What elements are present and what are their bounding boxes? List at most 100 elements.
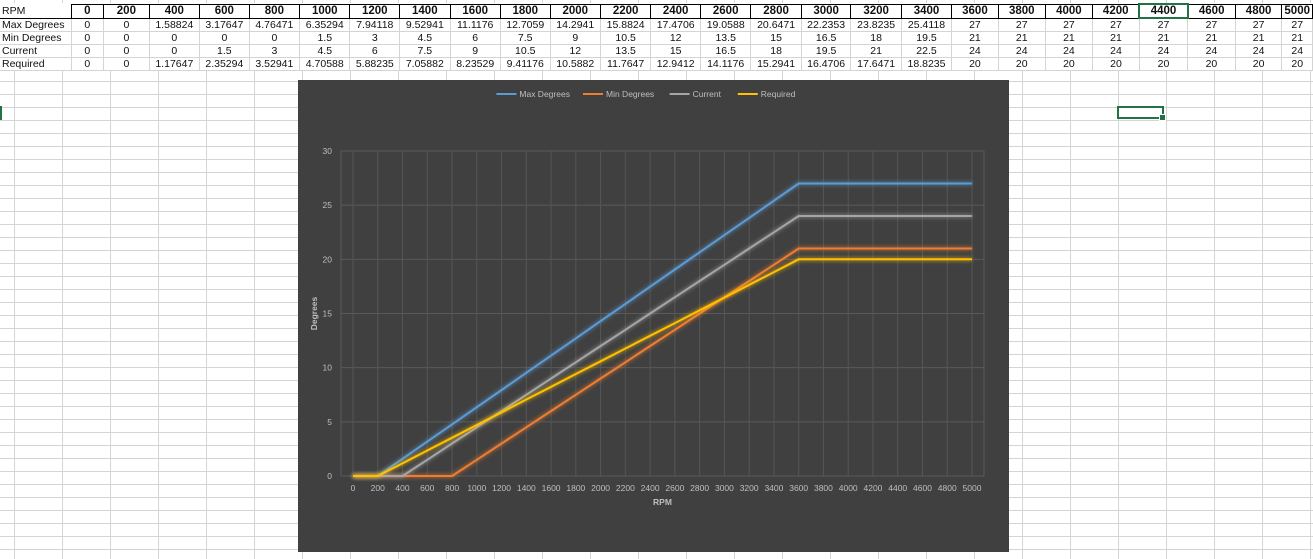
data-cell[interactable]: 27 [1187,18,1236,32]
data-cell[interactable]: 0 [71,44,105,58]
data-cell[interactable]: 13.5 [600,44,652,58]
data-cell[interactable]: 6.35294 [299,18,351,32]
data-cell[interactable]: 3 [249,44,301,58]
data-cell[interactable]: 0 [71,31,105,45]
data-cell[interactable]: 0 [149,44,201,58]
data-cell[interactable]: 24 [1092,44,1140,58]
data-cell[interactable]: 12 [550,44,601,58]
data-cell[interactable]: 9.41176 [500,57,551,71]
data-cell[interactable]: 27 [1045,18,1094,32]
data-cell[interactable]: 21 [1235,31,1283,45]
data-cell[interactable]: 10.5 [600,31,652,45]
data-cell[interactable]: 3.17647 [199,18,250,32]
data-cell[interactable]: 23.8235 [850,18,902,32]
header-cell[interactable]: 2800 [750,3,802,19]
data-cell[interactable]: 0 [103,57,150,71]
header-cell[interactable]: 4000 [1044,3,1094,19]
header-cell[interactable]: 200 [103,3,150,19]
data-cell[interactable]: 21 [1187,31,1236,45]
header-cell[interactable]: 5000 [1281,3,1313,19]
data-cell[interactable]: 22.2353 [801,18,852,32]
header-cell[interactable]: 1400 [399,3,451,19]
header-cell[interactable]: 3000 [800,3,852,19]
header-cell[interactable]: 3200 [850,3,902,19]
data-cell[interactable]: 18.8235 [901,57,953,71]
data-cell[interactable]: 24 [1045,44,1094,58]
selected-cell[interactable] [1117,106,1166,121]
data-cell[interactable]: 9 [550,31,601,45]
data-cell[interactable]: 11.7647 [600,57,652,71]
data-cell[interactable]: 0 [71,57,105,71]
data-cell[interactable]: 0 [71,18,105,32]
data-cell[interactable]: 3.52941 [249,57,301,71]
header-cell[interactable]: 2200 [599,3,652,19]
data-cell[interactable]: 24 [1281,44,1313,58]
row-label[interactable]: Current [0,44,72,58]
data-cell[interactable]: 21 [1045,31,1094,45]
data-cell[interactable]: 7.94118 [349,18,401,32]
data-cell[interactable]: 1.5 [199,44,250,58]
data-cell[interactable]: 19.0588 [700,18,752,32]
data-cell[interactable]: 18 [850,31,902,45]
data-cell[interactable]: 10.5882 [550,57,601,71]
data-cell[interactable]: 24 [1187,44,1236,58]
data-cell[interactable]: 4.5 [399,31,451,45]
data-cell[interactable]: 20 [951,57,999,71]
data-cell[interactable]: 0 [249,31,301,45]
data-cell[interactable]: 1.5 [299,31,351,45]
row-label[interactable]: RPM [0,4,72,19]
header-cell[interactable]: 4200 [1092,3,1140,19]
data-cell[interactable]: 15 [650,44,701,58]
data-cell[interactable]: 27 [998,18,1046,32]
header-cell[interactable]: 4400 [1138,3,1189,19]
data-cell[interactable]: 16.5 [801,31,852,45]
data-cell[interactable]: 27 [1139,18,1189,32]
header-cell[interactable]: 1200 [349,3,401,19]
data-cell[interactable]: 11.1176 [450,18,501,32]
data-cell[interactable]: 19.5 [801,44,852,58]
header-cell[interactable]: 600 [199,3,250,19]
line-chart[interactable]: 0 5 10 15 20 25 30 0 200 400 600 800 1000 1200 1400 160… [298,80,1009,552]
header-cell[interactable]: 1800 [499,3,551,19]
row-label[interactable]: Required [0,57,72,71]
data-cell[interactable]: 3 [349,31,401,45]
data-cell[interactable]: 18 [750,44,802,58]
data-cell[interactable]: 20 [1092,57,1140,71]
data-cell[interactable]: 1.58824 [149,18,201,32]
header-cell[interactable]: 0 [70,3,105,19]
data-cell[interactable]: 0 [103,18,150,32]
data-cell[interactable]: 16.5 [700,44,752,58]
data-cell[interactable]: 6 [349,44,401,58]
data-cell[interactable]: 14.1176 [700,57,752,71]
data-cell[interactable]: 25.4118 [901,18,953,32]
data-cell[interactable]: 22.5 [901,44,953,58]
data-cell[interactable]: 20 [998,57,1046,71]
data-cell[interactable]: 7.5 [399,44,451,58]
data-cell[interactable]: 17.6471 [850,57,902,71]
header-cell[interactable]: 4600 [1187,3,1236,19]
data-cell[interactable]: 27 [1092,18,1140,32]
data-cell[interactable]: 20.6471 [750,18,802,32]
data-cell[interactable]: 21 [1281,31,1313,45]
data-cell[interactable]: 4.70588 [299,57,351,71]
data-cell[interactable]: 15.2941 [750,57,802,71]
header-cell[interactable]: 3600 [951,3,999,19]
header-cell[interactable]: 3400 [900,3,953,19]
data-cell[interactable]: 9.52941 [399,18,451,32]
data-cell[interactable]: 17.4706 [650,18,701,32]
header-cell[interactable]: 400 [148,3,201,19]
header-cell[interactable]: 2400 [650,3,701,19]
data-cell[interactable]: 21 [951,31,999,45]
data-cell[interactable]: 4.5 [299,44,351,58]
header-cell[interactable]: 1000 [299,3,351,19]
data-cell[interactable]: 27 [951,18,999,32]
data-cell[interactable]: 20 [1045,57,1094,71]
data-cell[interactable]: 20 [1281,57,1313,71]
data-cell[interactable]: 21 [1092,31,1140,45]
data-cell[interactable]: 24 [1139,44,1189,58]
data-cell[interactable]: 20 [1235,57,1283,71]
row-label[interactable]: Min Degrees [0,31,72,45]
data-cell[interactable]: 15.8824 [600,18,652,32]
data-cell[interactable]: 15 [750,31,802,45]
header-cell[interactable]: 4800 [1234,3,1283,19]
